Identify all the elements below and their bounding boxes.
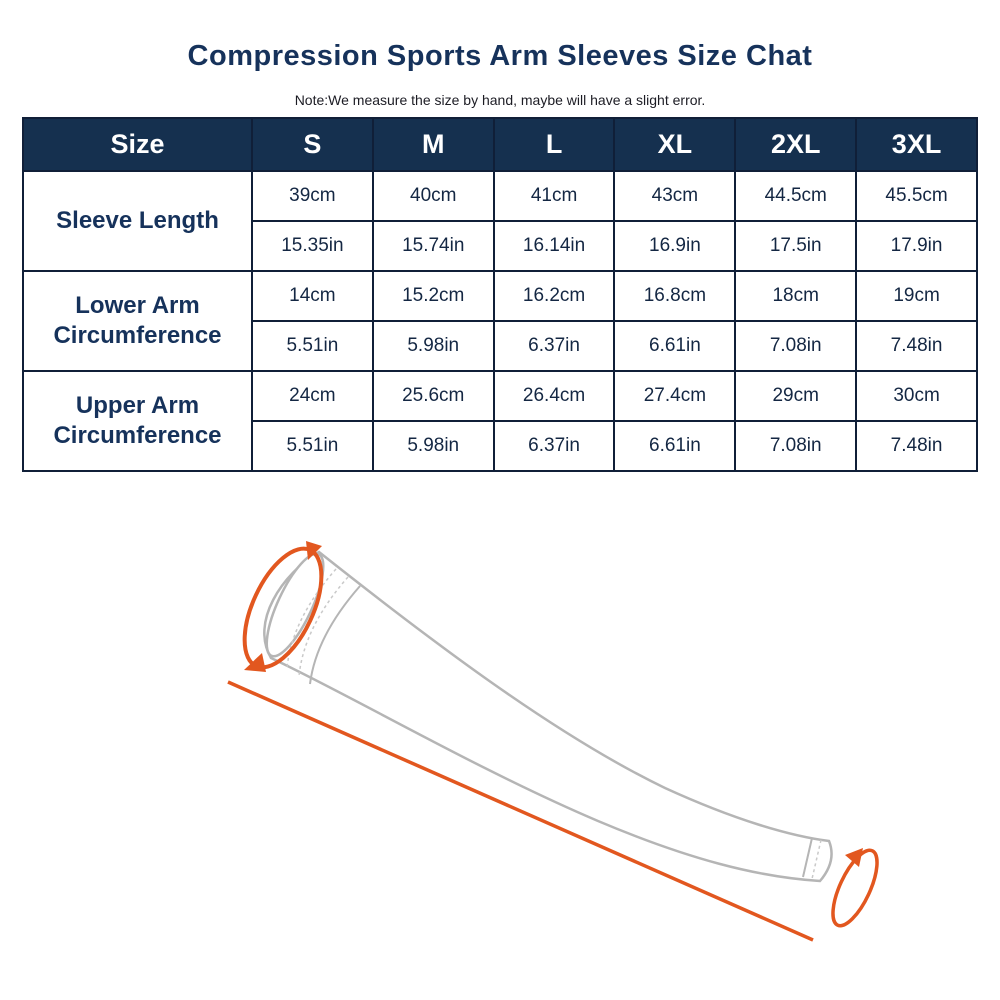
value-cell: 5.51in [251,320,374,372]
value-cell: 6.37in [492,320,616,372]
measurement-note: Note:We measure the size by hand, maybe … [294,92,706,108]
row-label-lower-arm: Lower Arm Circumference [22,270,253,372]
value-cell: 24cm [251,370,374,422]
value-cell: 25.6cm [371,370,495,422]
value-cell: 14cm [251,270,374,322]
value-cell: 19cm [855,270,978,322]
value-cell: 27.4cm [613,370,737,422]
header-m: M [371,117,495,172]
sleeve-length-line [227,680,814,942]
upper-arm-arrowhead [306,541,322,560]
value-cell: 40cm [371,170,495,222]
row-label-sleeve-length: Sleeve Length [22,170,253,272]
value-cell: 7.08in [734,320,858,372]
header-s: S [251,117,374,172]
value-cell: 30cm [855,370,978,422]
page-title: Compression Sports Arm Sleeves Size Chat [187,40,813,72]
value-cell: 26.4cm [492,370,616,422]
table-row: 5.51in 5.98in 6.37in 6.61in 7.08in 7.48i… [23,420,978,472]
value-cell: 45.5cm [855,170,978,222]
value-cell: 17.9in [855,220,978,272]
value-cell: 16.14in [492,220,616,272]
table-row: Upper Arm Circumference 24cm 25.6cm 26.4… [22,370,978,472]
upper-arm-arrowhead [244,653,266,672]
table-row: Sleeve Length 39cm 40cm 41cm 43cm 44.5cm… [22,170,978,272]
cuff-stitching [286,568,337,669]
value-cell: 6.61in [613,420,737,472]
value-cell: 18cm [734,270,858,322]
value-cell: 7.48in [855,320,978,372]
header-size: Size [22,117,253,172]
value-cell: 16.2cm [492,270,616,322]
value-cell: 5.98in [371,320,495,372]
arm-sleeve-illustration [227,541,879,942]
value-cell: 43cm [613,170,737,222]
lower-arm-arrowhead [845,848,863,867]
value-cell: 29cm [734,370,858,422]
value-cell: 6.61in [613,320,737,372]
value-cell: 16.8cm [613,270,737,322]
wrist-stitching [811,839,822,880]
row-label-upper-arm: Upper Arm Circumference [22,370,253,472]
header-l: L [492,117,616,172]
table-row: 5.51in 5.98in 6.37in 6.61in 7.08in 7.48i… [23,320,978,372]
size-table: Size S M L XL 2XL 3XL Sleeve Length 39cm… [22,117,978,472]
sleeve-body [263,550,833,883]
table-row: 15.35in 15.74in 16.14in 16.9in 17.5in 17… [23,220,978,272]
table-row: Lower Arm Circumference 14cm 15.2cm 16.2… [22,270,978,372]
value-cell: 41cm [492,170,616,222]
header-2xl: 2XL [734,117,858,172]
value-cell: 15.35in [251,220,374,272]
value-cell: 6.37in [492,420,616,472]
value-cell: 7.48in [855,420,978,472]
value-cell: 15.2cm [371,270,495,322]
header-xl: XL [613,117,737,172]
header-3xl: 3XL [855,117,978,172]
cuff-stitching [298,576,349,677]
value-cell: 15.74in [371,220,495,272]
value-cell: 17.5in [734,220,858,272]
table-header-row: Size S M L XL 2XL 3XL [22,117,978,172]
value-cell: 5.98in [371,420,495,472]
wrist-seam [802,837,813,878]
value-cell: 5.51in [251,420,374,472]
value-cell: 7.08in [734,420,858,472]
cuff-seam [309,585,361,685]
sleeve-opening [265,552,325,658]
lower-arm-measure-ellipse [831,848,879,928]
value-cell: 16.9in [613,220,737,272]
value-cell: 44.5cm [734,170,858,222]
value-cell: 39cm [251,170,374,222]
sleeve-diagram: Upper Arm Circumference Lower Arm Circum… [0,500,1000,1000]
